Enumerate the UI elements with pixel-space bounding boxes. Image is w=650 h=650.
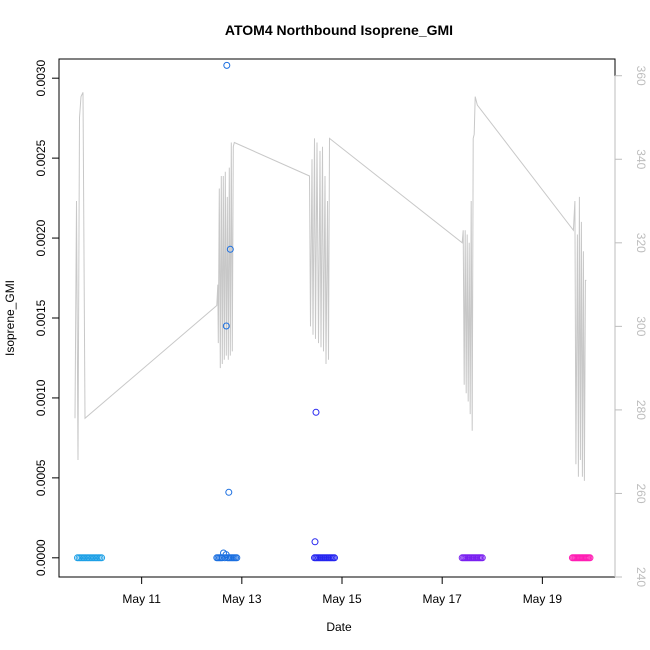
y2-tick-label: 260 — [634, 483, 648, 503]
data-point — [331, 554, 338, 562]
y-tick-label: 0.0030 — [34, 60, 48, 97]
data-point — [221, 554, 229, 562]
y2-tick-label: 340 — [634, 149, 648, 169]
y2-tick-label: 240 — [634, 567, 648, 587]
points-layer — [74, 61, 594, 562]
data-point — [478, 554, 486, 562]
x-axis: May 11 May 13 May 15 May 17 May 19 — [122, 576, 563, 606]
y2-tick-label: 360 — [634, 66, 648, 86]
x-tick-label: May 15 — [322, 592, 362, 606]
x-tick-label: May 17 — [423, 592, 463, 606]
y2-tick-label: 320 — [634, 233, 648, 253]
y-tick-label: 0.0015 — [34, 299, 48, 336]
x-tick-label: May 11 — [122, 592, 161, 606]
x-tick-label: May 13 — [222, 592, 262, 606]
y-tick-label: 0.0000 — [34, 539, 48, 576]
y-tick-label: 0.0005 — [34, 459, 48, 496]
x-tick-label: May 19 — [523, 592, 563, 606]
y-tick-label: 0.0020 — [34, 219, 48, 256]
data-point — [586, 554, 594, 562]
data-point — [312, 408, 320, 416]
data-point — [223, 61, 231, 69]
y2-tick-label: 280 — [634, 400, 648, 420]
x-axis-label: Date — [326, 620, 352, 634]
data-point — [311, 538, 319, 546]
data-point — [233, 554, 241, 562]
line-series — [74, 92, 587, 481]
data-point — [225, 488, 233, 496]
y-tick-label: 0.0025 — [34, 139, 48, 176]
data-point — [226, 245, 234, 253]
y2-tick-label: 300 — [634, 316, 648, 336]
plot-frame — [58, 58, 616, 578]
y-tick-label: 0.0010 — [34, 379, 48, 416]
y2-axis: 240 260 280 300 320 340 360 — [614, 66, 648, 587]
line-series-path — [74, 92, 587, 481]
y-axis-label: Isoprene_GMI — [3, 280, 17, 356]
y-axis: 0.0000 0.0005 0.0010 0.0015 0.0020 0.0025 0.00… — [34, 60, 60, 576]
data-point — [98, 554, 106, 562]
chart-title: ATOM4 Northbound Isoprene_GMI — [225, 22, 453, 38]
data-point — [222, 322, 230, 330]
